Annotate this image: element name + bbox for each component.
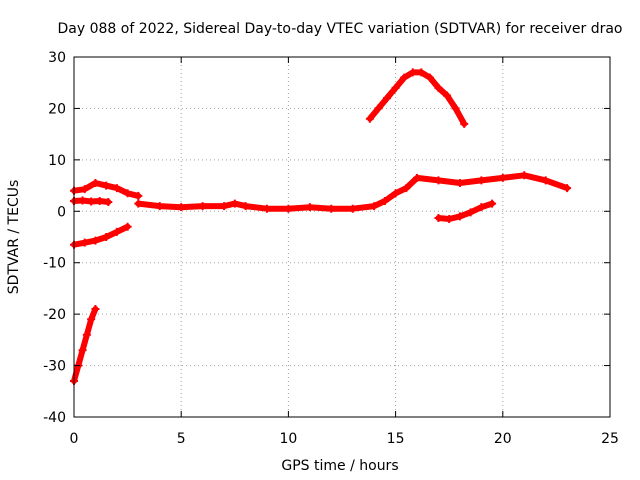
data-point	[123, 222, 132, 231]
data-point	[102, 233, 111, 241]
data-point	[374, 104, 383, 113]
data-point	[477, 203, 486, 212]
x-axis-label: GPS time / hours	[281, 458, 398, 474]
data-point	[87, 197, 96, 206]
data-point	[82, 330, 91, 339]
data-point	[383, 94, 392, 103]
data-point	[112, 227, 121, 236]
data-point	[365, 114, 374, 123]
y-tick-label: 10	[48, 153, 66, 169]
data-point	[434, 83, 443, 92]
data-point	[177, 203, 186, 212]
data-point	[460, 119, 469, 128]
data-point	[78, 346, 87, 355]
x-tick-label: 0	[70, 431, 79, 447]
data-point	[348, 204, 357, 213]
y-tick-label: 30	[48, 50, 66, 66]
y-tick-label: -20	[43, 307, 66, 323]
data-point	[541, 176, 550, 185]
x-tick-label: 20	[494, 431, 512, 447]
series-early-upper	[70, 179, 143, 200]
data-point	[402, 184, 411, 193]
data-point	[413, 173, 422, 182]
y-tick-label: -10	[43, 256, 66, 272]
data-point	[455, 179, 464, 187]
x-tick-label: 15	[387, 431, 405, 447]
data-point	[520, 171, 529, 180]
ticks-layer: 0 5 10 15 20 25 -40 -30 -20 -10 0 10 20 30	[43, 50, 619, 447]
data-point	[445, 215, 454, 223]
data-point	[477, 176, 486, 185]
data-point	[455, 212, 464, 221]
data-point	[498, 173, 507, 182]
data-point	[370, 202, 379, 211]
data-point	[327, 204, 336, 213]
series-hump	[365, 68, 469, 128]
data-point	[155, 202, 164, 211]
data-point	[563, 184, 572, 193]
data-point	[112, 184, 121, 193]
data-point	[220, 202, 229, 211]
data-point	[284, 204, 293, 213]
data-point	[488, 199, 497, 208]
y-tick-label: 20	[48, 101, 66, 117]
data-point	[443, 91, 452, 100]
data-point	[434, 213, 443, 222]
series-line	[366, 69, 468, 127]
data-point	[466, 208, 475, 217]
data-point	[91, 236, 100, 245]
x-tick-label: 10	[279, 431, 297, 447]
data-point	[104, 198, 113, 207]
data-point	[380, 197, 389, 205]
data-point	[417, 68, 426, 77]
data-point	[91, 305, 100, 313]
data-point	[198, 202, 207, 211]
y-tick-label: -40	[43, 410, 66, 426]
x-tick-label: 25	[601, 431, 619, 447]
y-tick-label: -30	[43, 359, 66, 375]
data-point	[305, 203, 314, 212]
plot-frame	[73, 56, 611, 418]
data-point	[241, 202, 250, 211]
data-point	[123, 189, 132, 198]
data-point	[451, 104, 460, 113]
data-point	[78, 196, 87, 205]
data-point	[102, 181, 111, 190]
data-point	[434, 176, 443, 185]
data-point	[95, 197, 104, 205]
data-point	[400, 73, 409, 82]
data-point	[391, 189, 400, 198]
data-point	[408, 68, 417, 77]
series-main-trend	[134, 171, 572, 213]
data-point	[134, 191, 143, 200]
data-point	[80, 185, 89, 194]
x-tick-label: 5	[177, 431, 186, 447]
series-late-rise	[434, 199, 497, 223]
data-point	[391, 83, 400, 92]
chart-title: Day 088 of 2022, Sidereal Day-to-day VTE…	[57, 21, 622, 37]
data-point	[91, 179, 100, 187]
y-tick-label: 0	[57, 204, 66, 220]
data-point	[230, 199, 239, 208]
data-point	[134, 199, 143, 208]
data-point	[425, 73, 434, 82]
data-point	[80, 238, 89, 247]
data-point	[87, 315, 96, 324]
y-axis-label: SDTVAR / TECUs	[6, 180, 22, 295]
data-point	[262, 204, 271, 213]
